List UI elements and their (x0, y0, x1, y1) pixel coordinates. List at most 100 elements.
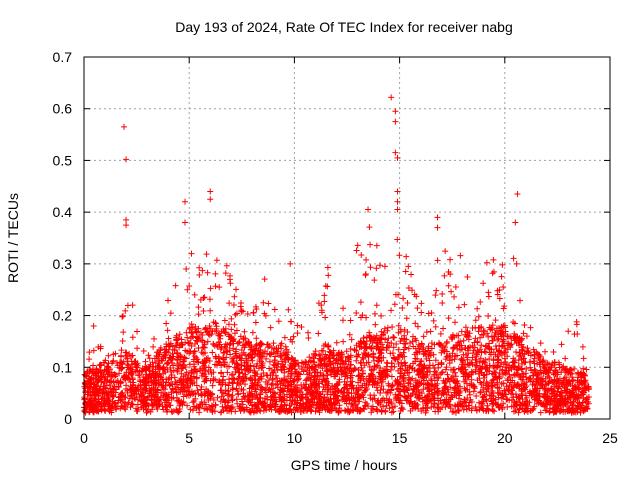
data-point (239, 377, 246, 384)
data-point (133, 405, 140, 412)
data-point (368, 409, 375, 416)
data-point (178, 336, 185, 343)
data-point (395, 360, 402, 367)
data-point (128, 392, 135, 399)
data-point (322, 283, 329, 290)
data-point (502, 359, 509, 366)
data-point (499, 261, 506, 268)
data-point (92, 390, 99, 397)
data-point (476, 375, 483, 382)
data-point (433, 287, 440, 294)
data-point (260, 299, 267, 306)
data-point (559, 365, 566, 372)
data-point (294, 399, 301, 406)
data-point (130, 379, 137, 386)
data-point (527, 364, 534, 371)
data-point (168, 359, 175, 366)
data-point (366, 377, 373, 384)
data-point (151, 386, 158, 393)
data-point (191, 291, 198, 298)
data-point (203, 251, 210, 258)
data-point (392, 356, 399, 363)
data-point (162, 397, 169, 404)
data-point (292, 368, 299, 375)
data-point (265, 377, 272, 384)
data-point (230, 302, 237, 309)
data-point (498, 359, 505, 366)
data-point (270, 368, 277, 375)
data-point (403, 253, 410, 260)
data-point (238, 398, 245, 405)
data-point (193, 402, 200, 409)
data-point (176, 331, 183, 338)
data-point (519, 396, 526, 403)
y-tick-label: 0.4 (53, 204, 73, 220)
data-point (354, 405, 361, 412)
data-point (377, 389, 384, 396)
data-point (543, 397, 550, 404)
data-point (442, 385, 449, 392)
data-point (383, 347, 390, 354)
data-point (271, 306, 278, 313)
data-point (115, 383, 122, 390)
data-point (434, 374, 441, 381)
data-point (212, 376, 219, 383)
data-point (496, 374, 503, 381)
data-point (466, 330, 473, 337)
data-point (511, 363, 518, 370)
data-point (335, 388, 342, 395)
data-point (453, 341, 460, 348)
data-point (191, 369, 198, 376)
data-point (504, 353, 511, 360)
data-point (240, 377, 247, 384)
data-point (563, 374, 570, 381)
data-point (391, 355, 398, 362)
data-point (205, 364, 212, 371)
data-point (249, 405, 256, 412)
data-point (231, 293, 238, 300)
data-point (169, 350, 176, 357)
data-point (366, 363, 373, 370)
data-point (346, 409, 353, 416)
data-point (333, 382, 340, 389)
data-point (402, 268, 409, 275)
data-point (336, 376, 343, 383)
data-point (274, 367, 281, 374)
data-point (500, 349, 507, 356)
data-point (464, 386, 471, 393)
data-point (163, 391, 170, 398)
data-point (121, 404, 128, 411)
data-point (233, 286, 240, 293)
data-point (409, 333, 416, 340)
data-point (526, 375, 533, 382)
data-point (318, 307, 325, 314)
data-point (441, 396, 448, 403)
data-point (580, 408, 587, 415)
data-point (123, 216, 130, 223)
data-point (90, 369, 97, 376)
data-point (235, 375, 242, 382)
data-point (484, 402, 491, 409)
data-point (523, 333, 530, 340)
data-point (229, 396, 236, 403)
data-point (464, 345, 471, 352)
data-point (280, 387, 287, 394)
data-point (96, 362, 103, 369)
data-point (207, 285, 214, 292)
data-point (267, 324, 274, 331)
data-point (187, 406, 194, 413)
data-point (222, 270, 229, 277)
data-point (108, 369, 115, 376)
data-point (383, 359, 390, 366)
data-point (215, 353, 222, 360)
data-point (548, 377, 555, 384)
data-point (446, 360, 453, 367)
data-point (437, 330, 444, 337)
data-point (253, 403, 260, 410)
data-point (264, 393, 271, 400)
data-point (225, 407, 232, 414)
data-point (557, 402, 564, 409)
data-point (407, 407, 414, 414)
data-point (580, 377, 587, 384)
data-point (175, 362, 182, 369)
